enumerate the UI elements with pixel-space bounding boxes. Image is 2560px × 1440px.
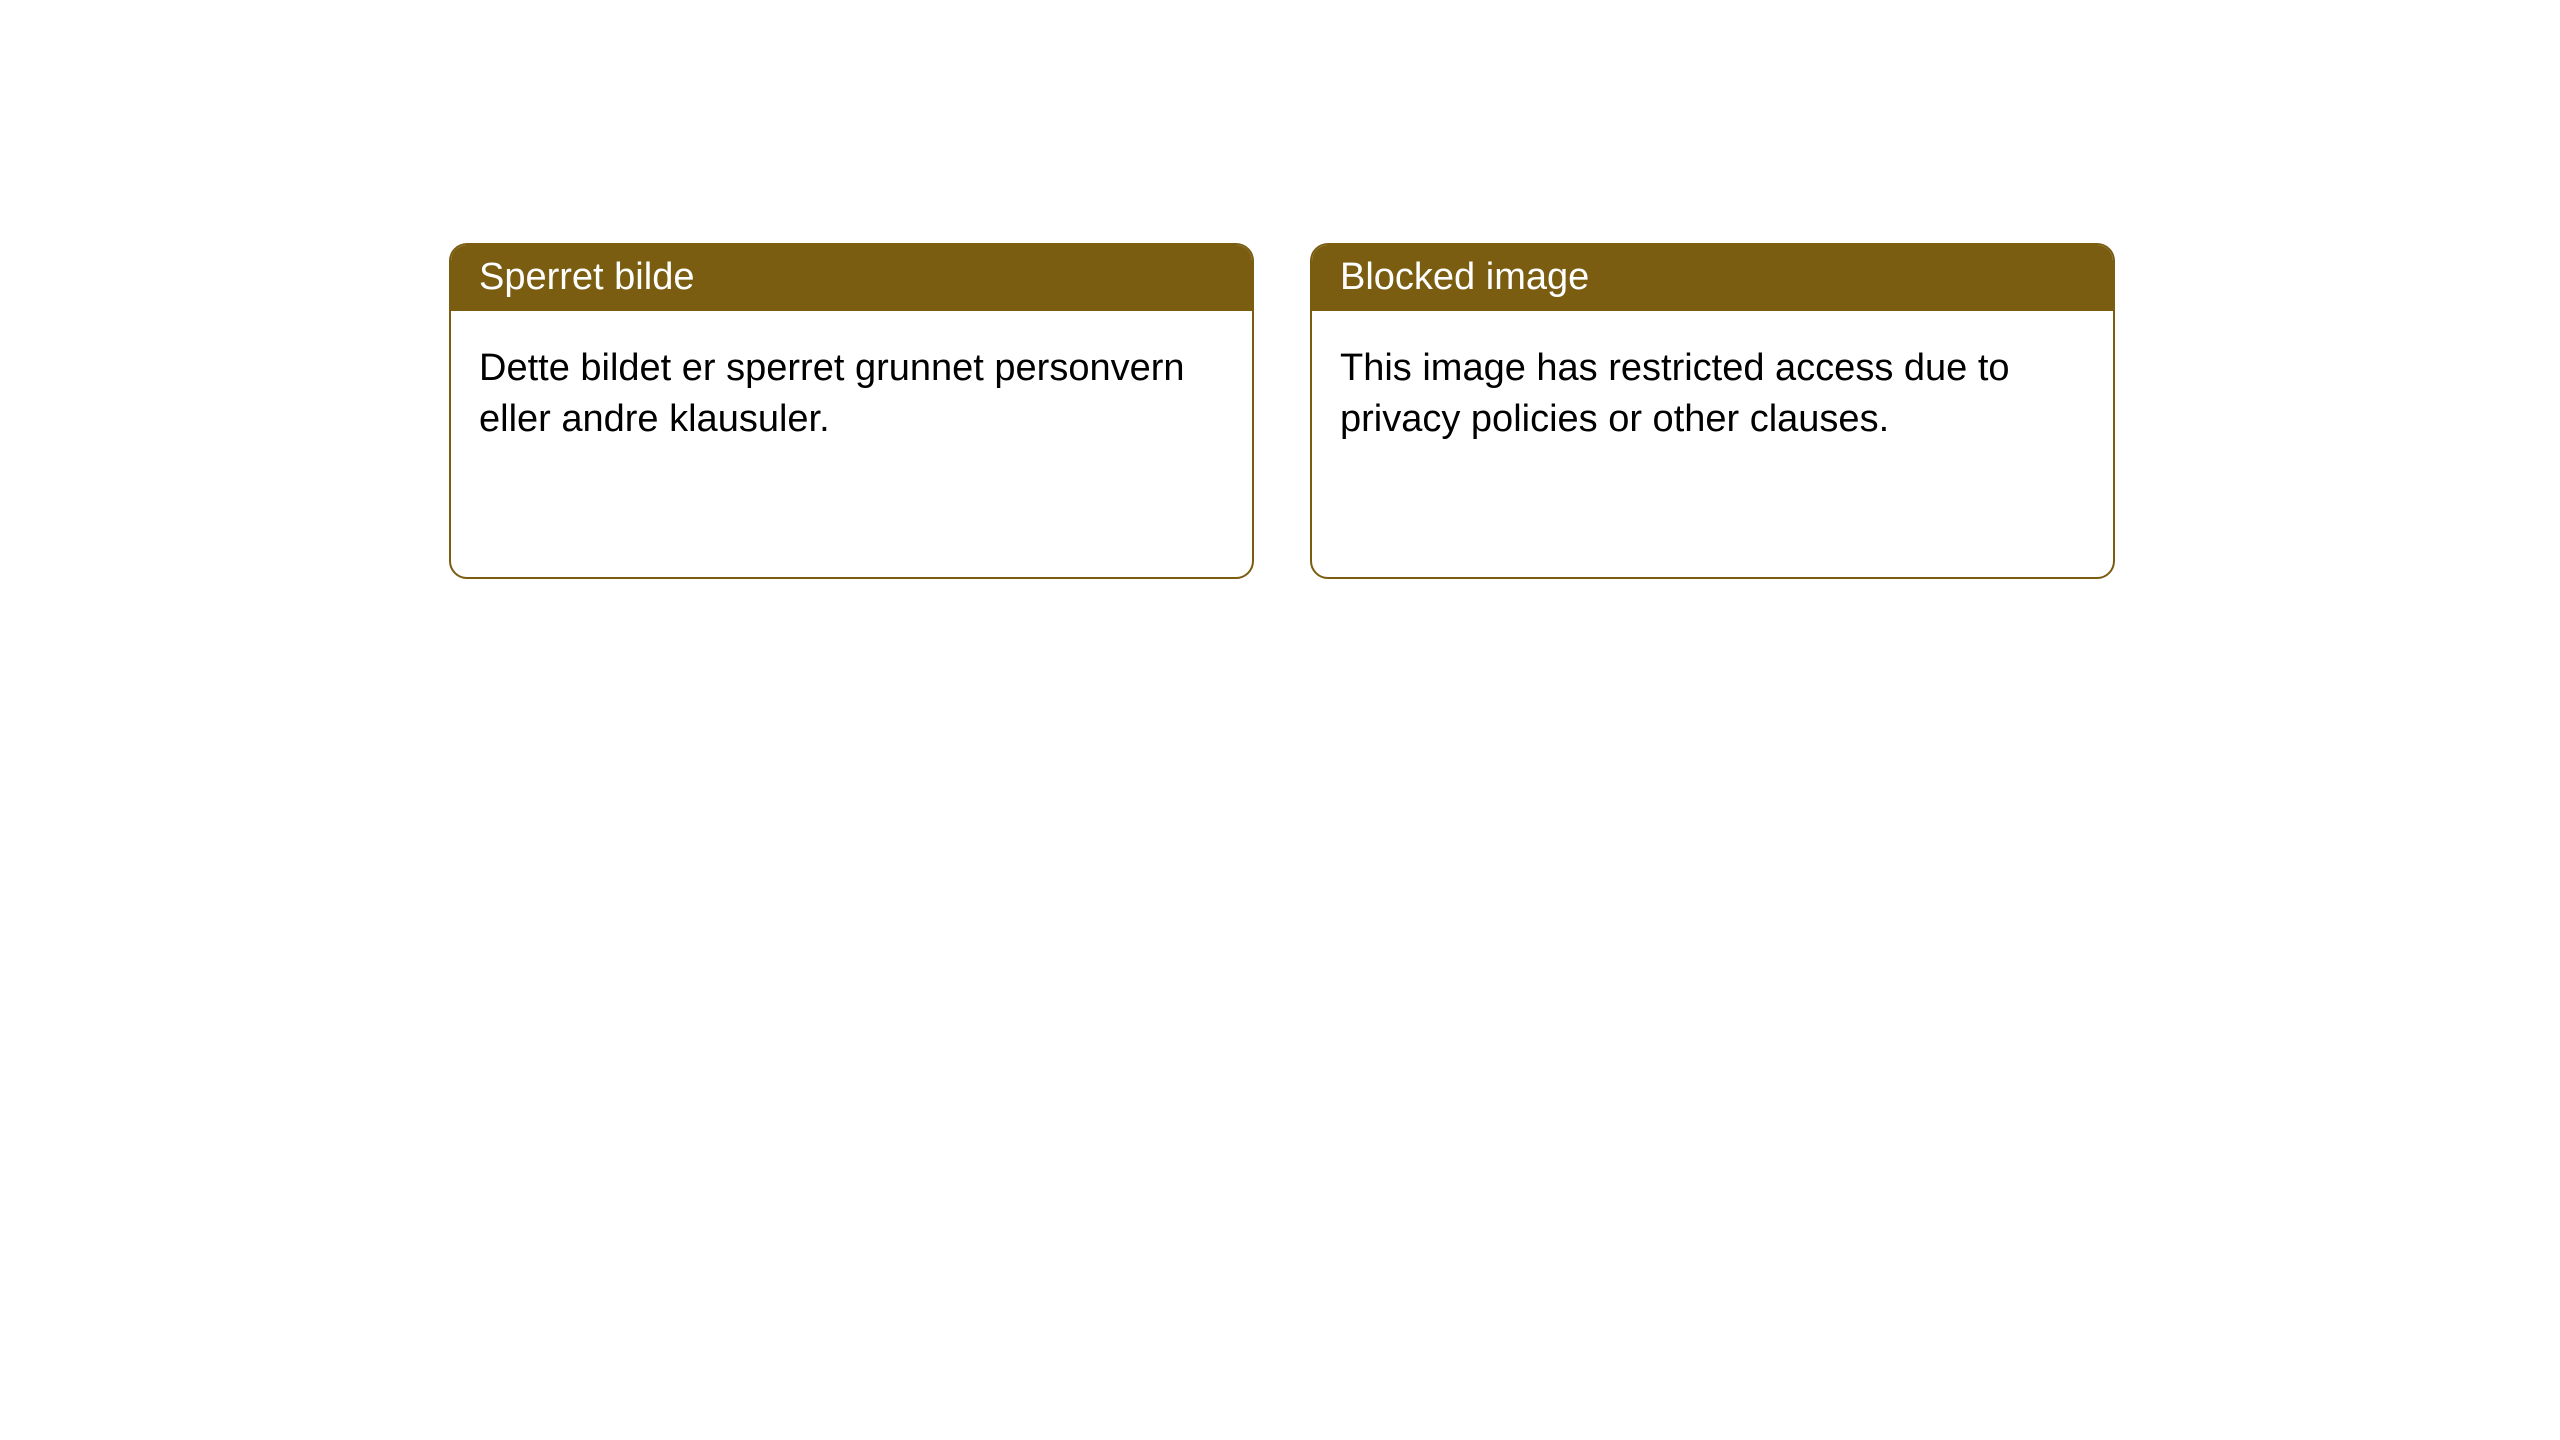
card-body-en: This image has restricted access due to …	[1312, 311, 2113, 478]
card-header-no: Sperret bilde	[451, 245, 1252, 311]
blocked-image-card-no: Sperret bilde Dette bildet er sperret gr…	[449, 243, 1254, 579]
card-body-no: Dette bildet er sperret grunnet personve…	[451, 311, 1252, 478]
blocked-image-card-en: Blocked image This image has restricted …	[1310, 243, 2115, 579]
notice-container: Sperret bilde Dette bildet er sperret gr…	[0, 0, 2560, 579]
card-header-en: Blocked image	[1312, 245, 2113, 311]
